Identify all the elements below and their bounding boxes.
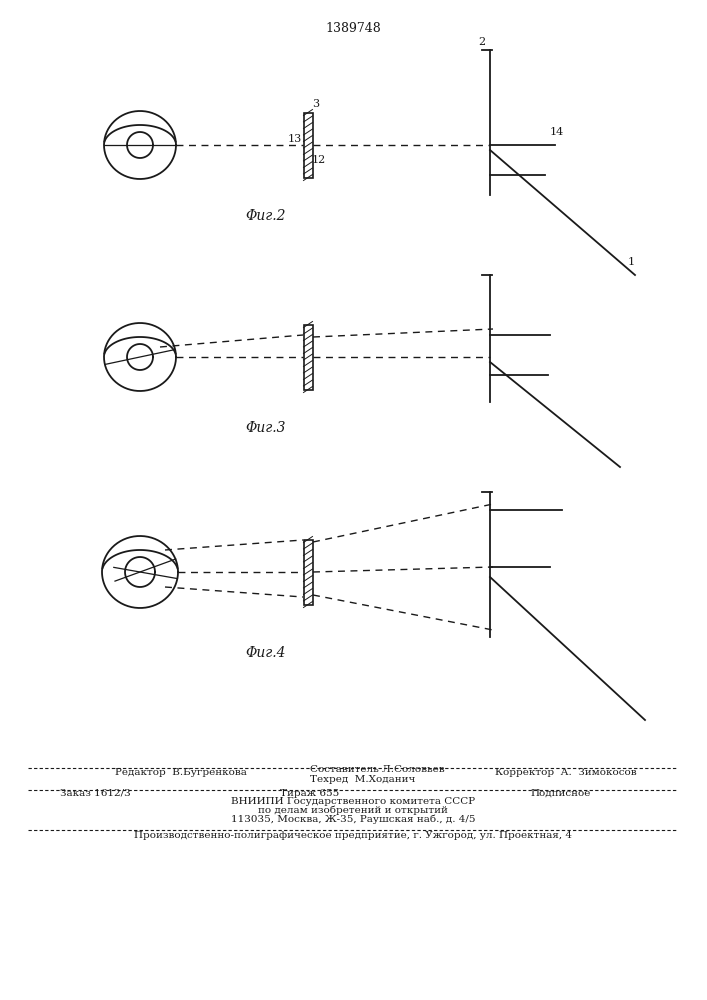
Text: по делам изобретений и открытий: по делам изобретений и открытий (258, 806, 448, 815)
Text: ВНИИПИ Государственного комитета СССР: ВНИИПИ Государственного комитета СССР (231, 797, 475, 806)
Text: 2: 2 (478, 37, 485, 47)
Text: Редактор  В.Бугренкова: Редактор В.Бугренкова (115, 768, 247, 777)
Text: 1389748: 1389748 (325, 22, 381, 35)
Text: Φиг.3: Φиг.3 (245, 421, 286, 435)
Text: Техред  М.Ходанич: Техред М.Ходанич (310, 775, 416, 784)
Text: 12: 12 (312, 155, 326, 165)
Text: Φиг.2: Φиг.2 (245, 209, 286, 223)
Text: 13: 13 (288, 134, 303, 144)
Text: Тираж 655: Тираж 655 (281, 789, 339, 798)
Text: 113035, Москва, Ж-35, Раушская наб., д. 4/5: 113035, Москва, Ж-35, Раушская наб., д. … (230, 814, 475, 824)
Text: Корректор  А.  Зимокосов: Корректор А. Зимокосов (495, 768, 636, 777)
Bar (303, 324, 312, 389)
Text: Φиг.4: Φиг.4 (245, 646, 286, 660)
Text: Заказ 1612/3: Заказ 1612/3 (60, 789, 131, 798)
Text: Подписное: Подписное (530, 789, 590, 798)
Bar (303, 112, 312, 178)
Text: 3: 3 (312, 99, 319, 109)
Text: 14: 14 (550, 127, 564, 137)
Bar (303, 540, 312, 604)
Text: Производственно-полиграфическое предприятие, г. Ужгород, ул. Проектная, 4: Производственно-полиграфическое предприя… (134, 831, 572, 840)
Text: Составитель Л.Соловьев: Составитель Л.Соловьев (310, 765, 445, 774)
Text: 1: 1 (628, 257, 635, 267)
